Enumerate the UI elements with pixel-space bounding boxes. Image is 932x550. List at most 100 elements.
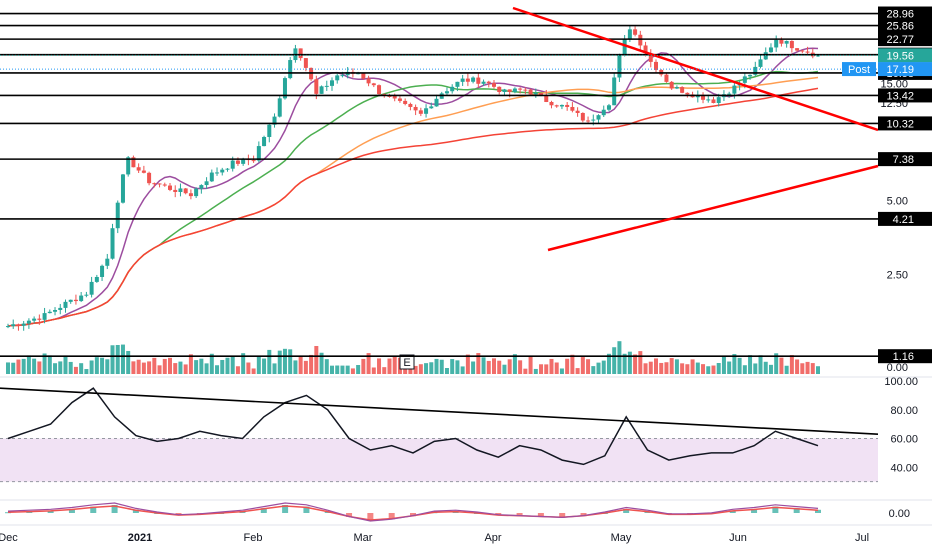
candle bbox=[282, 78, 287, 99]
candle bbox=[502, 89, 507, 93]
candles bbox=[6, 25, 820, 331]
candle bbox=[638, 34, 643, 46]
volume-bar bbox=[53, 363, 58, 374]
volume-bar bbox=[157, 365, 162, 374]
level-tag-label: 4.21 bbox=[893, 214, 914, 226]
level-tag bbox=[878, 152, 932, 167]
volume-bar bbox=[220, 359, 225, 374]
candle bbox=[272, 116, 277, 125]
volume-bar bbox=[674, 359, 679, 374]
candle bbox=[633, 29, 638, 35]
candle bbox=[805, 51, 810, 53]
candle bbox=[674, 87, 679, 89]
volume-bar bbox=[502, 364, 507, 374]
candle bbox=[371, 83, 376, 86]
volume-bar bbox=[136, 359, 141, 374]
volume-bar bbox=[235, 366, 240, 374]
post-price-label: 17.19 bbox=[886, 64, 914, 76]
macd-hist-bar bbox=[516, 513, 523, 517]
volume-bar bbox=[282, 348, 287, 374]
volume-bar bbox=[162, 358, 167, 374]
candle bbox=[732, 85, 737, 94]
candle bbox=[340, 75, 345, 77]
volume-bar bbox=[701, 364, 706, 374]
volume-bar bbox=[518, 360, 523, 374]
candle bbox=[141, 170, 146, 173]
candle bbox=[549, 101, 554, 106]
volume-bar bbox=[272, 363, 277, 374]
volume-bar bbox=[784, 365, 789, 374]
post-price-tag bbox=[878, 62, 932, 77]
candle bbox=[73, 299, 78, 302]
candle bbox=[617, 55, 622, 78]
volume-bar bbox=[319, 352, 324, 374]
volume-bar bbox=[617, 341, 622, 374]
volume-bar bbox=[366, 353, 371, 374]
moving-averages bbox=[7, 47, 819, 327]
volume-bar bbox=[434, 358, 439, 374]
candle bbox=[554, 105, 559, 107]
volume-bar bbox=[486, 360, 491, 374]
candle bbox=[204, 181, 209, 186]
candle bbox=[183, 188, 188, 194]
candle bbox=[565, 104, 570, 107]
candle bbox=[570, 106, 575, 111]
candle bbox=[753, 66, 758, 75]
rsi-tick-label: 40.00 bbox=[890, 462, 918, 474]
volume-bar bbox=[32, 358, 37, 374]
volume-bar bbox=[789, 355, 794, 374]
volume-bar bbox=[225, 357, 230, 374]
level-tag-label: 10.32 bbox=[886, 118, 914, 130]
volume-bar bbox=[768, 364, 773, 374]
macd-hist-bar bbox=[793, 508, 800, 513]
candle bbox=[774, 39, 779, 48]
candle bbox=[701, 94, 706, 100]
last-price-label: 19.56 bbox=[886, 50, 914, 62]
y-tick-label: 2.50 bbox=[887, 269, 908, 281]
candle bbox=[262, 136, 267, 147]
candle bbox=[209, 172, 214, 182]
candle bbox=[361, 73, 366, 79]
volume-bar bbox=[805, 361, 810, 374]
macd-pane: 0.00 bbox=[5, 502, 910, 522]
candle bbox=[63, 301, 68, 308]
level-tag-label: 1.16 bbox=[893, 351, 914, 363]
macd-hist-bar bbox=[772, 506, 779, 513]
candle bbox=[173, 189, 178, 192]
candle bbox=[147, 172, 152, 184]
candle bbox=[612, 77, 617, 106]
volume-bar bbox=[16, 359, 21, 374]
volume-bar bbox=[450, 359, 455, 374]
y-tick-label: 5.00 bbox=[887, 196, 908, 208]
candle bbox=[706, 99, 711, 101]
volume-bar bbox=[763, 361, 768, 374]
candle bbox=[94, 276, 99, 282]
volume-bar bbox=[371, 367, 376, 374]
candle bbox=[816, 54, 820, 57]
candle bbox=[481, 81, 486, 84]
candle bbox=[42, 313, 47, 320]
volume-bar bbox=[612, 347, 617, 374]
volume-bar bbox=[42, 353, 47, 374]
candle bbox=[136, 167, 141, 171]
candle bbox=[727, 93, 732, 95]
candle bbox=[319, 86, 324, 94]
time-axis[interactable]: Dec 2021 Feb Mar Apr May Jun Jul bbox=[0, 524, 932, 544]
macd-hist-bar bbox=[303, 506, 310, 513]
volume-bar bbox=[748, 355, 753, 374]
candle bbox=[225, 168, 230, 170]
volume-bar bbox=[26, 355, 31, 374]
volume-bar bbox=[47, 355, 52, 374]
volume-bar bbox=[68, 361, 73, 374]
candle bbox=[26, 320, 31, 324]
candle bbox=[115, 202, 120, 229]
volume-bar bbox=[659, 362, 664, 374]
volume-bar bbox=[309, 354, 314, 374]
volume-bar bbox=[251, 368, 256, 374]
candle bbox=[544, 95, 549, 102]
volume-bar bbox=[209, 353, 214, 374]
candle bbox=[199, 185, 204, 189]
candle bbox=[742, 76, 747, 83]
rsi-tick-label: 100.00 bbox=[884, 376, 918, 388]
